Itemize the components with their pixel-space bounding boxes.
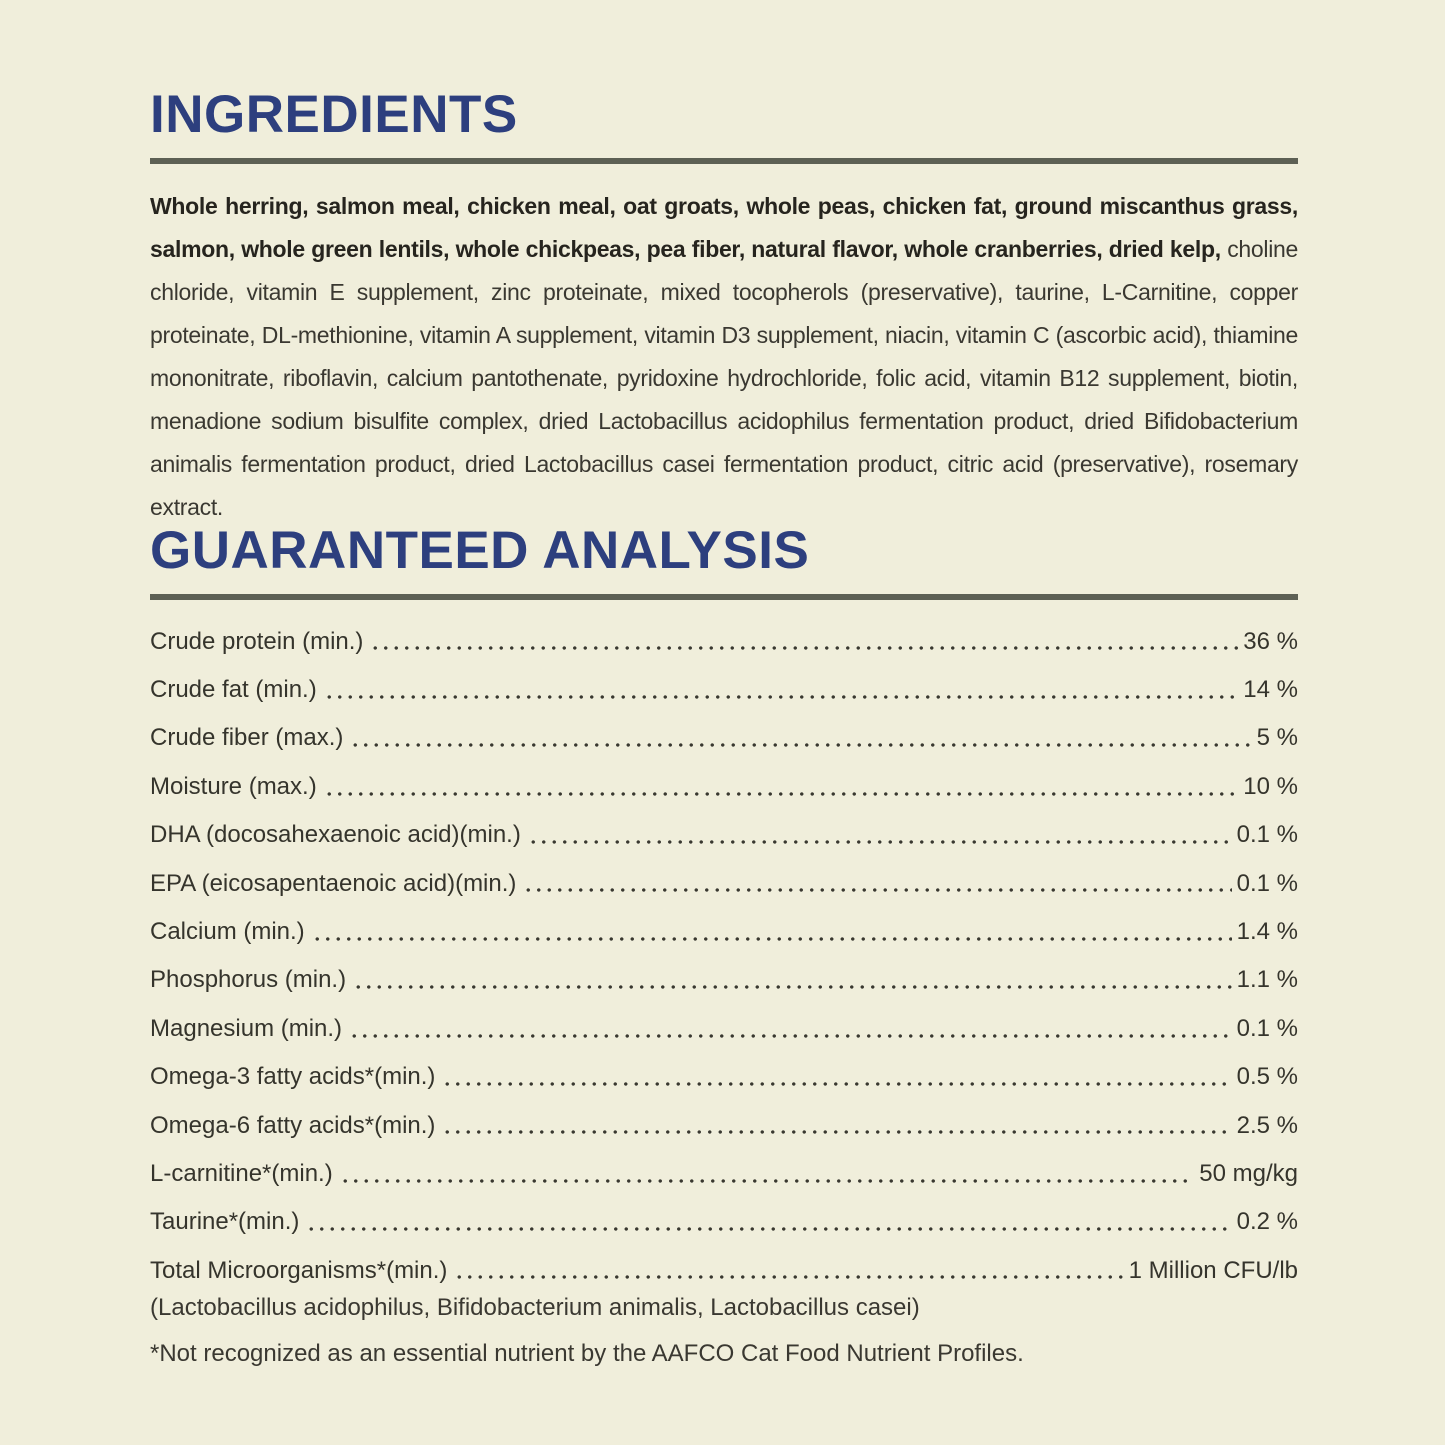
guaranteed-analysis-divider	[150, 594, 1298, 600]
nutrient-value: 1.4 %	[1236, 917, 1298, 945]
analysis-row-moisture: Moisture (max.) 10 %	[150, 753, 1298, 801]
dot-leader	[349, 1033, 1232, 1038]
nutrient-label: DHA (docosahexaenoic acid)(min.)	[150, 821, 521, 849]
dot-leader	[311, 936, 1232, 941]
analysis-table: Crude protein (min.) 36 % Crude fat (min…	[150, 608, 1298, 1285]
analysis-row-lcarnitine: L-carnitine*(min.) 50 mg/kg	[150, 1140, 1298, 1188]
nutrient-value: 1.1 %	[1236, 966, 1298, 994]
nutrient-value: 36 %	[1243, 627, 1298, 655]
nutrient-label: Omega-3 fatty acids*(min.)	[150, 1063, 436, 1091]
aafco-footnote: *Not recognized as an essential nutrient…	[150, 1340, 1024, 1368]
nutrient-value: 50 mg/kg	[1199, 1159, 1298, 1187]
analysis-row-total-microorganisms: Total Microorganisms*(min.) 1 Million CF…	[150, 1237, 1298, 1285]
dot-leader	[527, 839, 1232, 844]
nutrient-value: 14 %	[1243, 675, 1298, 703]
analysis-row-omega3: Omega-3 fatty acids*(min.) 0.5 %	[150, 1044, 1298, 1092]
ingredients-divider	[150, 158, 1298, 164]
analysis-row-phosphorus: Phosphorus (min.) 1.1 %	[150, 947, 1298, 995]
nutrient-label: Crude protein (min.)	[150, 627, 364, 655]
guaranteed-analysis-section: GUARANTEED ANALYSIS Crude protein (min.)…	[150, 524, 1298, 1377]
dot-leader	[306, 1227, 1232, 1232]
nutrient-value: 0.2 %	[1236, 1208, 1298, 1236]
nutrient-label: Total Microorganisms*(min.)	[150, 1256, 448, 1284]
nutrient-value: 10 %	[1243, 772, 1298, 800]
ingredients-text: Whole herring, salmon meal, chicken meal…	[150, 185, 1298, 529]
dot-leader	[442, 1081, 1232, 1086]
nutrient-value: 0.1 %	[1236, 869, 1298, 897]
nutrient-value: 0.1 %	[1236, 1014, 1298, 1042]
analysis-row-crude-fiber: Crude fiber (max.) 5 %	[150, 705, 1298, 753]
nutrient-label: Taurine*(min.)	[150, 1208, 300, 1236]
microorganisms-note: (Lactobacillus acidophilus, Bifidobacter…	[150, 1294, 920, 1322]
guaranteed-analysis-title: GUARANTEED ANALYSIS	[150, 521, 810, 580]
analysis-row-calcium: Calcium (min.) 1.4 %	[150, 898, 1298, 946]
nutrient-label: Omega-6 fatty acids*(min.)	[150, 1111, 436, 1139]
nutrient-label: Magnesium (min.)	[150, 1014, 343, 1042]
ingredients-section: INGREDIENTS Whole herring, salmon meal, …	[150, 88, 1298, 529]
analysis-row-crude-fat: Crude fat (min.) 14 %	[150, 656, 1298, 704]
nutrient-label: Phosphorus (min.)	[150, 966, 347, 994]
ingredients-secondary-list: choline chloride, vitamin E supplement, …	[150, 236, 1298, 520]
dot-leader	[523, 888, 1232, 893]
nutrient-value: 0.1 %	[1236, 821, 1298, 849]
dot-leader	[454, 1275, 1124, 1280]
nutrient-label: L-carnitine*(min.)	[150, 1159, 333, 1187]
dot-leader	[442, 1130, 1232, 1135]
dot-leader	[339, 1178, 1195, 1183]
analysis-row-dha: DHA (docosahexaenoic acid)(min.) 0.1 %	[150, 802, 1298, 850]
nutrient-label: Moisture (max.)	[150, 772, 317, 800]
nutrient-label: Calcium (min.)	[150, 917, 305, 945]
dot-leader	[350, 743, 1252, 748]
nutrient-label: Crude fiber (max.)	[150, 724, 344, 752]
nutrient-value: 5 %	[1256, 724, 1298, 752]
nutrient-label: EPA (eicosapentaenoic acid)(min.)	[150, 869, 517, 897]
analysis-row-taurine: Taurine*(min.) 0.2 %	[150, 1189, 1298, 1237]
analysis-row-crude-protein: Crude protein (min.) 36 %	[150, 608, 1298, 656]
nutrient-label: Crude fat (min.)	[150, 675, 317, 703]
ingredients-title: INGREDIENTS	[150, 85, 518, 144]
dot-leader	[353, 985, 1232, 990]
dot-leader	[370, 646, 1239, 651]
nutrient-value: 0.5 %	[1236, 1063, 1298, 1091]
dot-leader	[323, 791, 1239, 796]
nutrient-value: 2.5 %	[1236, 1111, 1298, 1139]
analysis-row-epa: EPA (eicosapentaenoic acid)(min.) 0.1 %	[150, 850, 1298, 898]
nutrient-value: 1 Million CFU/lb	[1128, 1256, 1298, 1284]
analysis-row-omega6: Omega-6 fatty acids*(min.) 2.5 %	[150, 1092, 1298, 1140]
ingredients-primary-list: Whole herring, salmon meal, chicken meal…	[150, 193, 1298, 262]
dot-leader	[323, 694, 1239, 699]
analysis-row-magnesium: Magnesium (min.) 0.1 %	[150, 995, 1298, 1043]
